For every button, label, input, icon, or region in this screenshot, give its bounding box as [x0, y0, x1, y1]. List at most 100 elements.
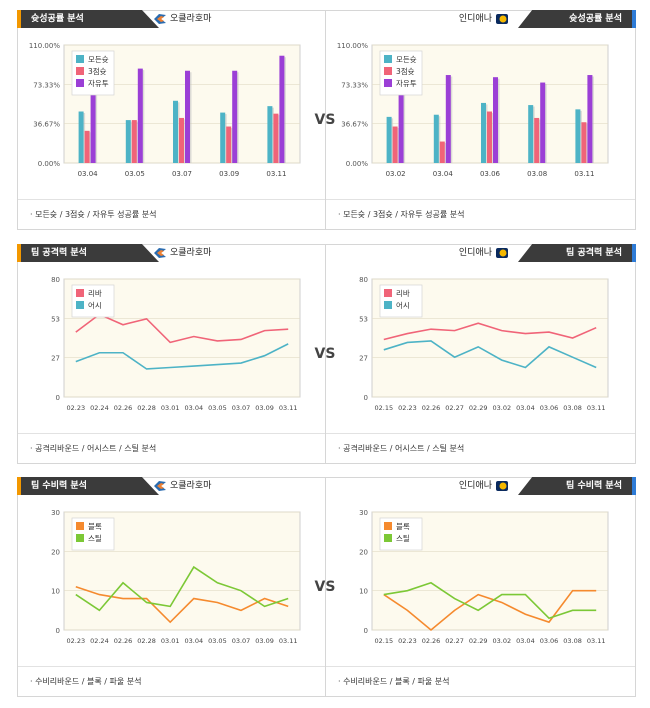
- vs-label: VS: [314, 112, 336, 128]
- y-tick-label: 0: [364, 627, 368, 635]
- pacers-logo-icon: [495, 247, 509, 259]
- legend-label: 3점슛: [88, 66, 107, 76]
- legend-label: 어시: [396, 300, 410, 310]
- x-tick-label: 03.08: [563, 637, 582, 645]
- bar-2: [487, 111, 492, 163]
- y-tick-label: 27: [51, 355, 60, 363]
- x-tick-label: 02.27: [445, 404, 464, 412]
- x-tick-label: 02.26: [422, 637, 441, 645]
- team-name: 오클라호마: [170, 14, 212, 24]
- thunder-logo-icon: [153, 13, 167, 25]
- y-tick-label: 10: [359, 588, 368, 596]
- bar-2: [439, 141, 445, 163]
- series-line-1: [383, 322, 597, 341]
- x-tick-label: 03.11: [574, 170, 594, 178]
- y-tick-label: 27: [359, 355, 368, 363]
- x-tick-label: 02.26: [422, 404, 441, 412]
- legend-swatch: [384, 67, 392, 75]
- left-panel-3: 팀 수비력 분석 오클라호마 · 수비리바운드 / 블록 / 파울 분석 0 10 20 3…: [17, 477, 328, 697]
- x-tick-label: 02.15: [374, 404, 393, 412]
- bar-1: [481, 102, 486, 163]
- team-label: 오클라호마: [150, 477, 211, 495]
- series-line-2: [75, 565, 289, 612]
- x-tick-label: 03.04: [516, 637, 535, 645]
- bar-2: [179, 117, 184, 163]
- panel-title: 슛성공률 분석: [17, 10, 159, 28]
- legend-swatch: [384, 79, 392, 87]
- bar-3: [540, 82, 546, 163]
- x-tick-label: 03.07: [232, 637, 251, 645]
- chart-svg: 0.00% 36.67% 73.33% 110.00% 03.02 03.04 03.06 0…: [337, 42, 609, 178]
- bar-1: [267, 106, 273, 163]
- y-tick-label: 73.33%: [341, 81, 368, 89]
- x-tick-label: 02.24: [90, 404, 109, 412]
- bar-2: [131, 120, 137, 163]
- legend-label: 스틸: [396, 534, 410, 543]
- x-tick-label: 03.04: [184, 637, 203, 645]
- y-tick-label: 0: [56, 394, 60, 402]
- panel-header: 팀 수비력 분석 오클라호마: [17, 477, 328, 495]
- y-tick-label: 36.67%: [341, 121, 368, 129]
- panel-header: 슛성공률 분석 인디애나: [325, 10, 636, 28]
- x-tick-label: 03.11: [279, 637, 298, 645]
- legend-label: 블록: [88, 522, 102, 531]
- right-panel-2: 팀 공격력 분석 인디애나 · 공격리바운드 / 어시스트 / 스틸 분석 0 27 53…: [325, 244, 636, 464]
- team-label: 오클라호마: [150, 244, 211, 262]
- legend-label: 블록: [396, 522, 410, 531]
- legend-swatch: [76, 534, 84, 542]
- left-panel-2: 팀 공격력 분석 오클라호마 · 공격리바운드 / 어시스트 / 스틸 분석 0 27 5…: [17, 244, 328, 464]
- thunder-logo-icon: [153, 480, 167, 492]
- y-tick-label: 80: [359, 276, 368, 284]
- legend-label: 스틸: [88, 534, 102, 543]
- bar-1: [386, 116, 392, 163]
- team-name: 오클라호마: [170, 248, 212, 258]
- y-tick-label: 10: [51, 588, 60, 596]
- vs-label: VS: [314, 579, 336, 595]
- legend-label: 자유투: [396, 79, 417, 88]
- legend-swatch: [76, 289, 84, 297]
- x-tick-label: 03.05: [208, 637, 227, 645]
- legend-label: 리바: [88, 288, 102, 298]
- panel-title: 팀 수비력 분석: [518, 477, 636, 495]
- panel-footer: · 모든슛 / 3점슛 / 자유투 성공률 분석: [18, 199, 327, 229]
- x-tick-label: 03.02: [386, 170, 406, 178]
- y-tick-label: 0.00%: [346, 160, 369, 168]
- x-tick-label: 03.07: [232, 404, 251, 412]
- legend-swatch: [76, 79, 84, 87]
- x-tick-label: 02.26: [114, 404, 133, 412]
- pacers-logo-icon: [495, 480, 509, 492]
- bar-3: [445, 75, 451, 163]
- x-tick-label: 03.02: [492, 637, 511, 645]
- x-tick-label: 03.11: [279, 404, 298, 412]
- chart-svg: 0 10 20 30 02.23 02.24 02.26 02.28 03.01 03.04 03.…: [51, 509, 301, 645]
- series-line-1: [383, 589, 597, 632]
- x-tick-label: 03.09: [255, 637, 274, 645]
- x-tick-label: 03.06: [540, 637, 559, 645]
- y-tick-label: 0.00%: [38, 160, 61, 168]
- bar-1: [528, 105, 534, 163]
- legend-swatch: [76, 301, 84, 309]
- legend-label: 어시: [88, 300, 102, 310]
- x-tick-label: 02.15: [374, 637, 393, 645]
- x-tick-label: 03.01: [161, 637, 180, 645]
- x-tick-label: 03.02: [492, 404, 511, 412]
- legend-swatch: [384, 534, 392, 542]
- x-tick-label: 02.23: [66, 637, 85, 645]
- x-tick-label: 03.04: [184, 404, 203, 412]
- bar-1: [78, 111, 84, 163]
- bar-1: [220, 112, 226, 163]
- x-tick-label: 03.09: [219, 170, 239, 178]
- panel-header: 팀 공격력 분석 오클라호마: [17, 244, 328, 262]
- y-tick-label: 30: [359, 509, 368, 517]
- panel-footer: · 공격리바운드 / 어시스트 / 스틸 분석: [326, 433, 635, 463]
- x-tick-label: 02.27: [445, 637, 464, 645]
- x-tick-label: 03.11: [587, 637, 606, 645]
- legend-label: 3점슛: [396, 66, 415, 76]
- legend-swatch: [76, 55, 84, 63]
- legend-label: 모든슛: [396, 55, 417, 64]
- bar-2: [392, 126, 398, 163]
- y-tick-label: 110.00%: [29, 42, 60, 50]
- legend-swatch: [384, 522, 392, 530]
